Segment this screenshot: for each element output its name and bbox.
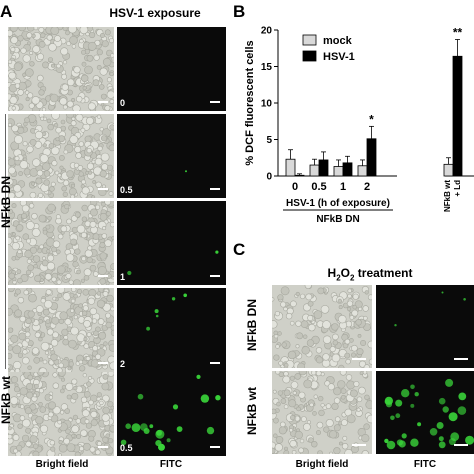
legend-swatch	[302, 50, 317, 62]
brightfield-image	[8, 372, 114, 456]
y-tick-label: 20	[261, 26, 273, 37]
panel-c-row-label-dn: NFkB DN	[245, 299, 259, 352]
bar-hsv1	[452, 55, 463, 177]
group-bracket	[5, 114, 6, 369]
panel-a-title: HSV-1 exposure	[109, 6, 201, 20]
x-tick-label: 1	[340, 181, 346, 193]
panel-c-row-label-wt: NFkB wt	[245, 387, 259, 435]
brightfield-image	[8, 27, 114, 111]
scale-bar	[454, 444, 468, 446]
panel-c-title: H2O2 treatment	[327, 266, 413, 283]
legend-label: mock	[323, 35, 353, 47]
scale-bar	[98, 101, 108, 103]
fitc-image: 1	[117, 201, 226, 285]
x-tick-label: 0.5	[311, 181, 326, 193]
scale-bar	[210, 446, 220, 448]
panel-c-brightfield-image	[272, 285, 372, 368]
timepoint-label: 0.5	[120, 185, 133, 195]
brightfield-image	[8, 114, 114, 198]
panel-a-caption-brightfield: Bright field	[35, 459, 89, 470]
legend-swatch	[302, 34, 317, 46]
bar-mock	[309, 164, 320, 177]
bar-hsv1	[366, 138, 377, 177]
timepoint-label: 2	[120, 359, 126, 369]
bar-chart: 0 5 10 15 20 % DCF fluorescent cells 0 0.5 1 2 * NF…	[244, 25, 474, 225]
x-axis-label: HSV-1 (h of exposure)	[286, 198, 390, 209]
x-tick-label-extra: + Ld	[453, 180, 462, 197]
y-tick-label: 15	[261, 62, 273, 73]
panel-c-fitc-image	[376, 371, 474, 454]
scale-bar	[98, 275, 108, 277]
y-tick-label: 0	[266, 172, 272, 183]
scale-bar	[98, 446, 108, 448]
bar-mock	[443, 163, 454, 177]
bar-hsv1	[318, 159, 329, 177]
scale-bar	[98, 362, 108, 364]
brightfield-image	[8, 288, 114, 372]
panel-letter-a: A	[0, 2, 13, 21]
timepoint-label: 0	[120, 98, 126, 108]
scale-bar	[210, 362, 220, 364]
panel-letter-b: B	[233, 2, 246, 21]
row-label-nfkb-dn: NFkB DN	[0, 176, 13, 229]
panel-c-fitc-image	[376, 285, 474, 368]
scale-bar	[98, 188, 108, 190]
bar-hsv1	[342, 162, 353, 177]
panel-c-caption-brightfield: Bright field	[295, 459, 349, 470]
panel-letter-c: C	[233, 240, 246, 259]
panel-c-caption-fitc: FITC	[413, 459, 437, 470]
timepoint-label: 1	[120, 272, 126, 282]
brightfield-image	[8, 201, 114, 285]
scale-bar	[210, 101, 220, 103]
y-axis-label: % DCF fluorescent cells	[244, 40, 256, 165]
timepoint-label: 0.5	[120, 443, 133, 453]
row-label-nfkb-wt: NFkB wt	[0, 376, 13, 424]
fitc-image: 0.5	[117, 114, 226, 198]
fitc-image: 0	[117, 27, 226, 111]
y-tick-label: 10	[261, 99, 273, 110]
scale-bar	[454, 358, 468, 360]
panel-a-caption-fitc: FITC	[159, 459, 183, 470]
scale-bar	[210, 275, 220, 277]
scale-bar	[210, 188, 220, 190]
bar-mock	[357, 165, 368, 177]
x-group-label: NFkB DN	[316, 214, 359, 225]
legend-label: HSV-1	[323, 51, 355, 63]
significance-marker: *	[369, 112, 374, 126]
bar-mock	[333, 166, 344, 177]
scale-bar	[352, 444, 366, 446]
significance-marker: **	[453, 25, 463, 39]
bar-hsv1	[294, 174, 305, 177]
y-tick-label: 5	[266, 135, 272, 146]
bar-mock	[285, 158, 296, 177]
x-tick-label: 0	[292, 181, 298, 193]
fitc-image: 0.5	[117, 372, 226, 456]
panel-c-brightfield-image	[272, 371, 372, 454]
x-tick-label: NFkB wt	[443, 180, 452, 212]
fitc-image: 2	[117, 288, 226, 372]
x-tick-label: 2	[364, 181, 370, 193]
scale-bar	[352, 358, 366, 360]
